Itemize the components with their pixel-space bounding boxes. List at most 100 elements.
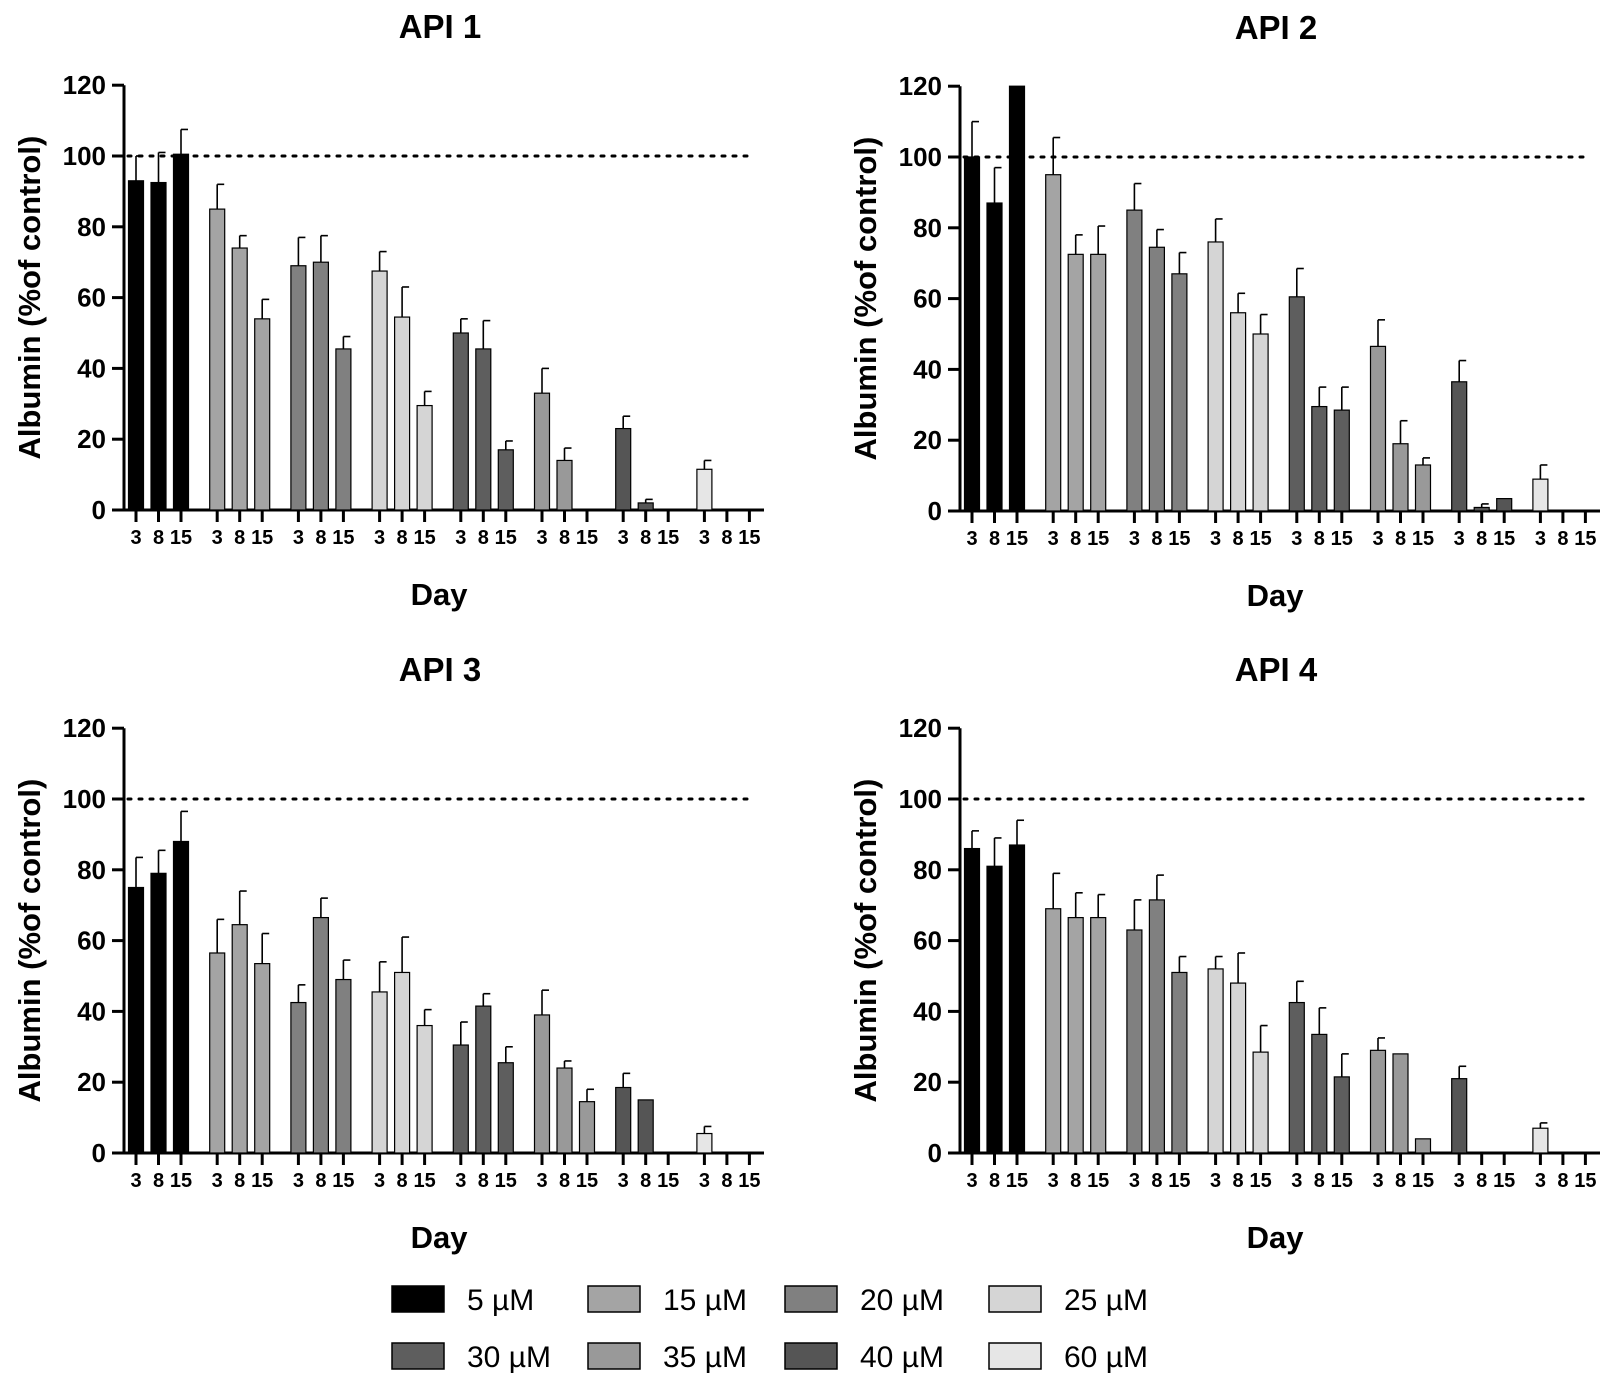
x-tick-label: 3 xyxy=(618,1170,629,1192)
bar xyxy=(150,181,167,511)
bar xyxy=(371,991,388,1154)
y-tick-label: 80 xyxy=(913,855,942,885)
x-tick-label: 3 xyxy=(1048,1170,1059,1192)
series-4: 3 8 15 xyxy=(1207,952,1272,1192)
x-tick-label: 15 xyxy=(576,1170,598,1192)
series-3: 3 8 15 xyxy=(290,234,355,549)
x-tick-label: 15 xyxy=(1574,528,1596,550)
series-5: 3 8 15 xyxy=(1288,980,1353,1192)
bar xyxy=(290,265,307,511)
bar xyxy=(1045,174,1062,512)
bar xyxy=(475,1005,492,1154)
bar xyxy=(335,348,352,511)
x-tick-label: 15 xyxy=(1249,1170,1271,1192)
x-tick-label: 15 xyxy=(657,1170,679,1192)
x-tick-label: 3 xyxy=(966,528,977,550)
bar xyxy=(1067,916,1084,1154)
bar xyxy=(1008,844,1026,1154)
x-tick-label: 8 xyxy=(1233,1170,1244,1192)
bar xyxy=(986,202,1003,512)
x-tick-label: 8 xyxy=(153,1170,164,1192)
x-tick-label: 15 xyxy=(170,1170,192,1192)
bar xyxy=(696,1132,713,1154)
x-tick-label: 15 xyxy=(1249,528,1271,550)
bar xyxy=(312,916,329,1154)
bar xyxy=(1045,908,1062,1154)
x-tick-label: 3 xyxy=(1372,528,1383,550)
x-tick-label: 8 xyxy=(1070,1170,1081,1192)
x-tick-label: 15 xyxy=(1574,1170,1596,1192)
bar xyxy=(1451,381,1468,512)
legend-swatch xyxy=(988,1342,1042,1370)
series-7: 3 8 15 xyxy=(1451,359,1515,550)
bar xyxy=(1148,246,1166,512)
bar xyxy=(1333,409,1350,512)
bar xyxy=(637,1099,654,1154)
legend-item: 25 µM xyxy=(988,1284,1148,1317)
x-tick-label: 3 xyxy=(1129,528,1140,550)
x-axis-label: Day xyxy=(1247,1220,1305,1255)
series-3: 3 8 15 xyxy=(1126,182,1191,550)
y-axis-label: Albumin (%of control) xyxy=(12,779,47,1103)
bar xyxy=(254,318,271,511)
x-tick-label: 3 xyxy=(455,527,466,549)
x-tick-label: 8 xyxy=(315,527,326,549)
x-tick-label: 15 xyxy=(1168,1170,1190,1192)
y-tick-label: 100 xyxy=(899,142,942,172)
legend-swatch xyxy=(391,1342,445,1370)
bar xyxy=(1532,478,1549,512)
bar xyxy=(696,468,713,511)
y-tick-label: 120 xyxy=(899,713,942,743)
bar xyxy=(963,847,981,1154)
y-tick-label: 120 xyxy=(63,713,106,743)
bar xyxy=(578,1101,596,1154)
series-2: 3 8 15 xyxy=(1045,872,1109,1192)
x-tick-label: 8 xyxy=(989,1170,1000,1192)
x-tick-label: 3 xyxy=(536,527,547,549)
bar xyxy=(1496,498,1513,512)
x-tick-label: 15 xyxy=(332,1170,354,1192)
y-tick-label: 60 xyxy=(77,283,106,313)
y-tick-label: 60 xyxy=(77,926,106,956)
bar xyxy=(1369,345,1387,512)
x-axis-label: Day xyxy=(411,1220,469,1255)
series-8: 3 8 15 xyxy=(1532,464,1597,550)
bar xyxy=(1252,333,1269,512)
x-tick-label: 3 xyxy=(1535,528,1546,550)
bar xyxy=(452,332,469,511)
bar xyxy=(172,153,190,511)
x-tick-label: 15 xyxy=(1087,528,1109,550)
series-4: 3 8 15 xyxy=(371,250,436,549)
x-tick-label: 15 xyxy=(1087,1170,1109,1192)
x-tick-label: 8 xyxy=(478,1170,489,1192)
y-tick-label: 40 xyxy=(77,996,106,1026)
y-axis-label: Albumin (%of control) xyxy=(848,779,883,1103)
x-tick-label: 15 xyxy=(413,1170,435,1192)
x-tick-label: 8 xyxy=(1557,528,1568,550)
bar xyxy=(497,1062,514,1154)
bar xyxy=(1207,968,1224,1154)
x-tick-label: 8 xyxy=(721,1170,732,1192)
x-tick-label: 3 xyxy=(1535,1170,1546,1192)
bar xyxy=(963,156,981,512)
x-tick-label: 8 xyxy=(1314,1170,1325,1192)
legend-item: 30 µM xyxy=(391,1341,551,1374)
bar xyxy=(1171,971,1188,1154)
bar xyxy=(1392,1053,1409,1154)
x-tick-label: 8 xyxy=(315,1170,326,1192)
y-tick-label: 0 xyxy=(92,495,106,525)
x-tick-label: 8 xyxy=(989,528,1000,550)
x-tick-label: 15 xyxy=(1006,528,1028,550)
x-tick-label: 3 xyxy=(1210,1170,1221,1192)
series-2: 3 8 15 xyxy=(209,183,273,549)
bar xyxy=(416,404,433,511)
bar xyxy=(497,449,514,511)
x-tick-label: 8 xyxy=(1151,1170,1162,1192)
x-tick-label: 3 xyxy=(966,1170,977,1192)
chart-panel-3: API 3 Albumin (%of control) Day 0 20 40 60 80 10… xyxy=(12,651,764,1255)
x-tick-label: 15 xyxy=(1168,528,1190,550)
bar xyxy=(127,886,145,1154)
bar xyxy=(533,392,551,511)
x-tick-label: 8 xyxy=(1070,528,1081,550)
x-tick-label: 3 xyxy=(374,1170,385,1192)
